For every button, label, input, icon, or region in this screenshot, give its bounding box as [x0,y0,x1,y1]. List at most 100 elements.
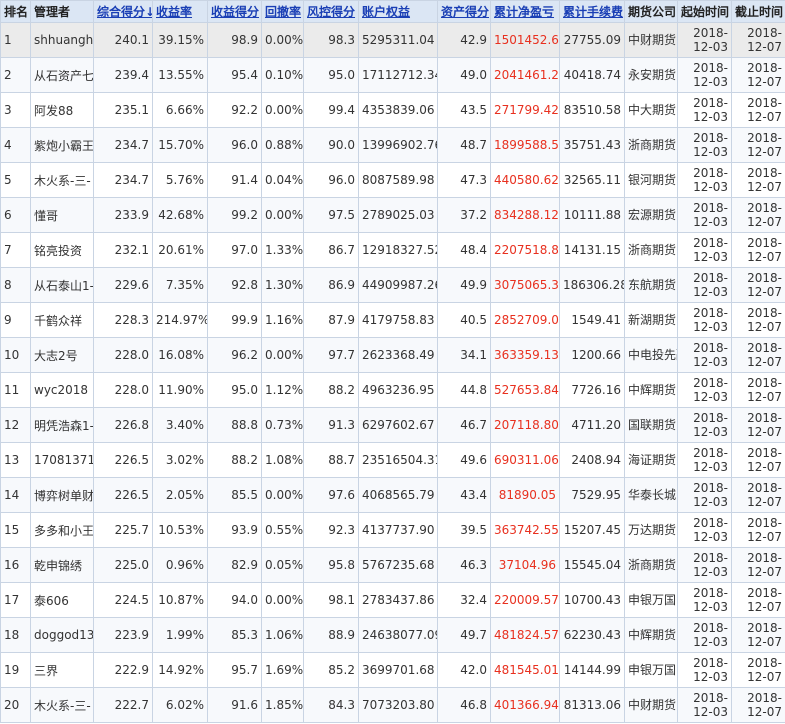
cell-fee: 14144.99 [559,652,625,688]
table-row[interactable]: 5 木火系-三- 234.7 5.76% 91.4 0.04% 96.0 8087589.98… [0,162,785,198]
start-time-part: 12-03 [693,495,728,509]
cell-drawdown: 1.69% [261,652,304,688]
table-row[interactable]: 19 三界 222.9 14.92% 95.7 1.69% 85.2 3699701.68 42… [0,652,785,688]
cell-risk-score: 97.7 [303,337,359,373]
cell-return-score: 85.3 [207,617,262,653]
cell-manager: 17081371 [30,442,94,478]
cell-manager: 泰606 [30,582,94,618]
end-time-part: 2018- [747,271,782,285]
cell-asset-score: 46.7 [437,407,491,443]
table-row[interactable]: 7 铭亮投资 232.1 20.61% 97.0 1.33% 86.7 12918327.52… [0,232,785,268]
cell-asset-score: 43.4 [437,477,491,513]
column-header-pnl[interactable]: 累计净盈亏 [490,0,560,23]
end-time-part: 12-07 [747,670,782,684]
table-row[interactable]: 14 博弈树单财 226.5 2.05% 85.5 0.00% 97.6 4068565.79… [0,477,785,513]
cell-fee: 40418.74 [559,57,625,93]
column-header-asset-score[interactable]: 资产得分 [437,0,491,23]
cell-fee: 15207.45 [559,512,625,548]
cell-firm: 中财期货 [624,687,678,723]
cell-end-time: 2018- 12-07 [731,407,785,443]
column-header-risk-score[interactable]: 风控得分 [303,0,359,23]
cell-return: 6.02% [152,687,208,723]
column-header-return[interactable]: 收益率 [152,0,208,23]
start-time-part: 12-03 [693,460,728,474]
cell-pnl: 1501452.67 [490,22,560,58]
cell-pnl: 834288.12 [490,197,560,233]
cell-equity: 44909987.26 [358,267,438,303]
column-header-score[interactable]: 综合得分↓ [93,0,153,23]
cell-asset-score: 39.5 [437,512,491,548]
cell-equity: 8087589.98 [358,162,438,198]
table-row[interactable]: 4 紫炮小霸王 234.7 15.70% 96.0 0.88% 90.0 13996902.7… [0,127,785,163]
cell-firm: 海证期货 [624,442,678,478]
end-time-part: 12-07 [747,635,782,649]
column-header-fee[interactable]: 累计手续费 [559,0,625,23]
cell-start-time: 2018- 12-03 [677,337,732,373]
table-row[interactable]: 16 乾申锦绣 225.0 0.96% 82.9 0.05% 95.8 5767235.68 4… [0,547,785,583]
cell-rank: 16 [0,547,31,583]
cell-return: 16.08% [152,337,208,373]
cell-firm: 申银万国 [624,582,678,618]
table-row[interactable]: 2 从石资产七 239.4 13.55% 95.4 0.10% 95.0 17112712.3… [0,57,785,93]
table-row[interactable]: 1 shhuangh 240.1 39.15% 98.9 0.00% 98.3 5295311… [0,22,785,58]
end-time-part: 2018- [747,166,782,180]
table-row[interactable]: 11 wyc2018 228.0 11.90% 95.0 1.12% 88.2 4963236… [0,372,785,408]
cell-drawdown: 0.00% [261,582,304,618]
cell-equity: 4963236.95 [358,372,438,408]
start-time-part: 2018- [693,446,728,460]
column-header-manager: 管理者 [30,0,94,23]
table-row[interactable]: 3 阿发88 235.1 6.66% 92.2 0.00% 99.4 4353839.06 43… [0,92,785,128]
column-header-equity[interactable]: 账户权益 [358,0,438,23]
end-time-part: 2018- [747,411,782,425]
start-time-part: 2018- [693,691,728,705]
table-row[interactable]: 13 17081371 226.5 3.02% 88.2 1.08% 88.7 2351650… [0,442,785,478]
table-row[interactable]: 8 从石泰山1- 229.6 7.35% 92.8 1.30% 86.9 44909987.2… [0,267,785,303]
cell-equity: 17112712.34 [358,57,438,93]
cell-start-time: 2018- 12-03 [677,477,732,513]
cell-start-time: 2018- 12-03 [677,232,732,268]
column-header-firm: 期货公司 [624,0,678,23]
cell-drawdown: 1.85% [261,687,304,723]
cell-end-time: 2018- 12-07 [731,477,785,513]
cell-end-time: 2018- 12-07 [731,582,785,618]
end-time-part: 12-07 [747,215,782,229]
cell-start-time: 2018- 12-03 [677,407,732,443]
table-row[interactable]: 17 泰606 224.5 10.87% 94.0 0.00% 98.1 2783437.86… [0,582,785,618]
cell-end-time: 2018- 12-07 [731,92,785,128]
cell-return-score: 97.0 [207,232,262,268]
cell-fee: 32565.11 [559,162,625,198]
column-header-return-score[interactable]: 收益得分 [207,0,262,23]
cell-pnl: 401366.94 [490,687,560,723]
start-time-part: 2018- [693,411,728,425]
cell-firm: 万达期货 [624,512,678,548]
cell-fee: 62230.43 [559,617,625,653]
cell-return: 6.66% [152,92,208,128]
end-time-part: 12-07 [747,355,782,369]
cell-return-score: 92.8 [207,267,262,303]
cell-pnl: 2852709.08 [490,302,560,338]
cell-asset-score: 32.4 [437,582,491,618]
table-row[interactable]: 20 木火系-三- 222.7 6.02% 91.6 1.85% 84.3 7073203.8… [0,687,785,723]
cell-risk-score: 96.0 [303,162,359,198]
cell-asset-score: 48.4 [437,232,491,268]
cell-start-time: 2018- 12-03 [677,617,732,653]
cell-start-time: 2018- 12-03 [677,547,732,583]
end-time-part: 12-07 [747,460,782,474]
cell-rank: 15 [0,512,31,548]
cell-rank: 20 [0,687,31,723]
cell-fee: 7726.16 [559,372,625,408]
cell-firm: 华泰长城 [624,477,678,513]
table-row[interactable]: 6 懂哥 233.9 42.68% 99.2 0.00% 97.5 2789025.03 37.… [0,197,785,233]
cell-end-time: 2018- 12-07 [731,617,785,653]
table-row[interactable]: 18 doggod13 223.9 1.99% 85.3 1.06% 88.9 2463807… [0,617,785,653]
cell-asset-score: 49.6 [437,442,491,478]
column-header-drawdown[interactable]: 回撤率 [261,0,304,23]
table-row[interactable]: 12 明凭浩森1- 226.8 3.40% 88.8 0.73% 91.3 6297602.6… [0,407,785,443]
cell-pnl: 2041461.26 [490,57,560,93]
cell-drawdown: 0.00% [261,477,304,513]
cell-firm: 宏源期货 [624,197,678,233]
table-row[interactable]: 9 千鹤众祥 228.3 214.97% 99.9 1.16% 87.9 4179758.83… [0,302,785,338]
cell-return: 0.96% [152,547,208,583]
table-row[interactable]: 10 大志2号 228.0 16.08% 96.2 0.00% 97.7 2623368.49… [0,337,785,373]
table-row[interactable]: 15 多多和小王 225.7 10.53% 93.9 0.55% 92.3 4137737.9… [0,512,785,548]
